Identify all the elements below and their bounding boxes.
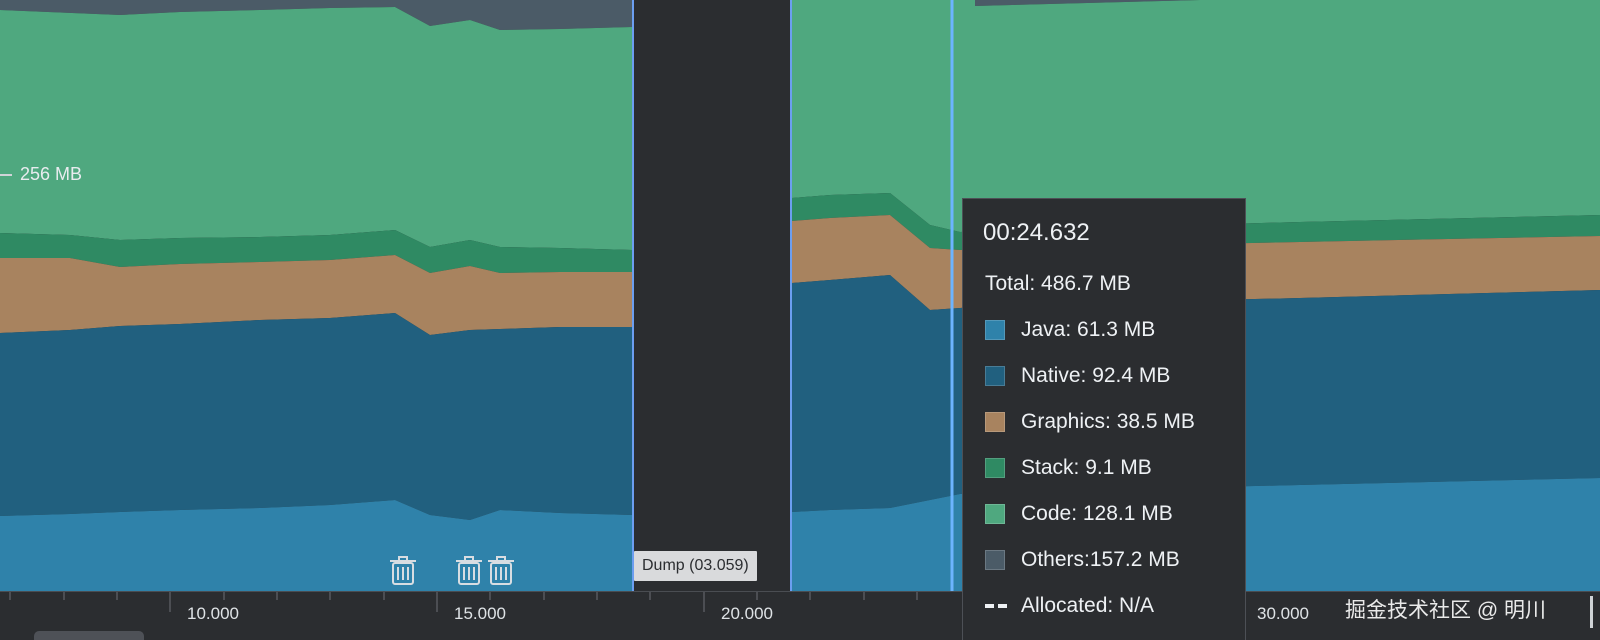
legend-swatch-code	[985, 504, 1005, 524]
tooltip-row-label: Allocated: N/A	[1021, 594, 1155, 617]
tooltip-row-stack: Stack: 9.1 MB	[985, 455, 1152, 481]
area-native-left	[0, 313, 632, 520]
tooltip-row-label: Code: 128.1 MB	[1021, 502, 1173, 525]
trash-icon[interactable]	[452, 553, 486, 587]
tooltip-row-label: Java: 61.3 MB	[1021, 318, 1156, 341]
area-code-right	[792, 0, 1600, 232]
legend-swatch-others	[985, 550, 1005, 570]
legend-swatch-graphics	[985, 412, 1005, 432]
time-axis[interactable]	[0, 591, 1600, 640]
tooltip-timestamp: 00:24.632	[983, 219, 1090, 246]
tooltip-row-label: Graphics: 38.5 MB	[1021, 410, 1195, 433]
y-axis-tick	[0, 174, 12, 176]
dump-region[interactable]	[632, 0, 792, 591]
trash-icon[interactable]	[484, 553, 518, 587]
tooltip-row-label: Stack: 9.1 MB	[1021, 456, 1152, 479]
tooltip-row-graphics: Graphics: 38.5 MB	[985, 409, 1195, 435]
tooltip-row-allocated: Allocated: N/A	[985, 593, 1154, 619]
area-stack-left	[0, 230, 632, 273]
tooltip-row-native: Native: 92.4 MB	[985, 363, 1170, 389]
legend-swatch-stack	[985, 458, 1005, 478]
y-axis-label: 256 MB	[20, 164, 83, 184]
tooltip-row-label: Others:157.2 MB	[1021, 548, 1180, 571]
area-others-right	[975, 0, 1600, 6]
x-axis-tick-label: 10.000	[187, 604, 239, 623]
area-graphics-left	[0, 255, 632, 335]
x-axis-tick-label: 20.000	[721, 604, 773, 623]
horizontal-scrollbar-thumb[interactable]	[34, 631, 144, 640]
legend-swatch-java	[985, 320, 1005, 340]
memory-tooltip: 00:24.632 Total: 486.7 MB Java: 61.3 MB …	[962, 198, 1246, 640]
legend-swatch-native	[985, 366, 1005, 386]
tooltip-row-others: Others:157.2 MB	[985, 547, 1180, 573]
timeline-end-marker	[1590, 596, 1593, 628]
area-code-left	[0, 7, 632, 250]
watermark: 掘金技术社区 @ 明川	[1345, 599, 1546, 622]
tooltip-row-label: Native: 92.4 MB	[1021, 364, 1171, 387]
trash-icon[interactable]	[386, 553, 420, 587]
x-axis-tick-label: 30.000	[1257, 604, 1309, 623]
area-others-left	[0, 0, 632, 30]
tooltip-total: Total: 486.7 MB	[985, 272, 1131, 295]
tooltip-row-java: Java: 61.3 MB	[985, 317, 1155, 343]
dashed-line-icon	[985, 596, 1009, 616]
segment-left	[0, 0, 632, 591]
x-axis-tick-label: 15.000	[454, 604, 506, 623]
tooltip-row-code: Code: 128.1 MB	[985, 501, 1173, 527]
heap-dump-label[interactable]: Dump (03.059)	[634, 551, 757, 581]
area-java-left	[0, 500, 632, 591]
